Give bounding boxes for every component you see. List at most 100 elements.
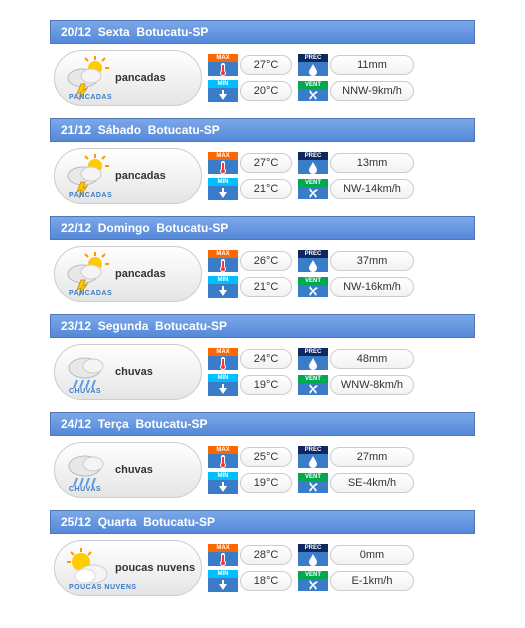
thermometer-up-icon bbox=[208, 356, 238, 370]
vent-tag: VENT bbox=[298, 179, 328, 199]
wind-row: VENT NW-16km/h bbox=[298, 277, 414, 297]
tmin-row: MIN 20°C bbox=[208, 81, 292, 101]
tmin-value: 18°C bbox=[240, 571, 292, 591]
day-body: pancadas PANCADAS MAX 26°C MIN bbox=[50, 240, 475, 304]
thermometer-up-icon bbox=[208, 454, 238, 468]
day-header: 20/12 Sexta Botucatu-SP bbox=[50, 20, 475, 44]
precip-row: PREC 13mm bbox=[298, 153, 414, 173]
prec-tag: PREC bbox=[298, 251, 328, 271]
droplet-icon bbox=[298, 356, 328, 370]
tmax-value: 24°C bbox=[240, 349, 292, 369]
prec-tag: PREC bbox=[298, 55, 328, 75]
wind-value: NW-16km/h bbox=[330, 277, 414, 297]
condition-caption: PANCADAS bbox=[69, 290, 112, 297]
condition-caption: PANCADAS bbox=[69, 192, 112, 199]
day-location: Botucatu-SP bbox=[143, 515, 215, 529]
condition-pill: pancadas PANCADAS bbox=[54, 148, 202, 204]
precip-value: 0mm bbox=[330, 545, 414, 565]
thermometer-down-icon bbox=[208, 186, 238, 200]
min-tag: MIN bbox=[208, 375, 238, 395]
droplet-icon bbox=[298, 258, 328, 272]
tmin-row: MIN 21°C bbox=[208, 277, 292, 297]
day-header: 25/12 Quarta Botucatu-SP bbox=[50, 510, 475, 534]
day-date: 23/12 bbox=[61, 319, 91, 333]
precip-wind-column: PREC 13mm VENT NW-14km/h bbox=[298, 153, 414, 199]
day-date: 24/12 bbox=[61, 417, 91, 431]
precip-wind-column: PREC 0mm VENT E-1km/h bbox=[298, 545, 414, 591]
temp-column: MAX 28°C MIN 18°C bbox=[208, 545, 292, 591]
fan-icon bbox=[298, 187, 328, 199]
tmin-row: MIN 21°C bbox=[208, 179, 292, 199]
forecast-day: 20/12 Sexta Botucatu-SP pancadas PANCADA… bbox=[50, 20, 475, 108]
condition-label: chuvas bbox=[115, 464, 153, 476]
precip-row: PREC 27mm bbox=[298, 447, 414, 467]
droplet-icon bbox=[298, 552, 328, 566]
temp-column: MAX 26°C MIN 21°C bbox=[208, 251, 292, 297]
thermometer-down-icon bbox=[208, 480, 238, 494]
precip-value: 27mm bbox=[330, 447, 414, 467]
tmax-row: MAX 28°C bbox=[208, 545, 292, 565]
day-header: 21/12 Sábado Botucatu-SP bbox=[50, 118, 475, 142]
fan-icon bbox=[298, 481, 328, 493]
vent-tag: VENT bbox=[298, 473, 328, 493]
tmin-value: 19°C bbox=[240, 473, 292, 493]
wind-value: NNW-9km/h bbox=[330, 81, 414, 101]
condition-label: pancadas bbox=[115, 268, 166, 280]
condition-label: pancadas bbox=[115, 72, 166, 84]
thermometer-up-icon bbox=[208, 258, 238, 272]
precip-wind-column: PREC 37mm VENT NW-16km/h bbox=[298, 251, 414, 297]
day-date: 21/12 bbox=[61, 123, 91, 137]
precip-value: 48mm bbox=[330, 349, 414, 369]
tmin-row: MIN 18°C bbox=[208, 571, 292, 591]
thermometer-down-icon bbox=[208, 382, 238, 396]
day-weekday: Domingo bbox=[98, 221, 150, 235]
min-tag: MIN bbox=[208, 81, 238, 101]
day-body: pancadas PANCADAS MAX 27°C MIN bbox=[50, 44, 475, 108]
min-tag: MIN bbox=[208, 571, 238, 591]
condition-pill: pancadas PANCADAS bbox=[54, 246, 202, 302]
max-tag: MAX bbox=[208, 251, 238, 271]
fan-icon bbox=[298, 89, 328, 101]
tmax-value: 27°C bbox=[240, 153, 292, 173]
day-weekday: Sexta bbox=[98, 25, 130, 39]
wind-row: VENT WNW-8km/h bbox=[298, 375, 414, 395]
temp-column: MAX 27°C MIN 21°C bbox=[208, 153, 292, 199]
thermometer-up-icon bbox=[208, 62, 238, 76]
day-location: Botucatu-SP bbox=[136, 25, 208, 39]
condition-label: pancadas bbox=[115, 170, 166, 182]
precip-row: PREC 0mm bbox=[298, 545, 414, 565]
precip-value: 13mm bbox=[330, 153, 414, 173]
temp-column: MAX 25°C MIN 19°C bbox=[208, 447, 292, 493]
prec-tag: PREC bbox=[298, 153, 328, 173]
prec-tag: PREC bbox=[298, 447, 328, 467]
forecast-day: 23/12 Segunda Botucatu-SP chuvas CHUVAS bbox=[50, 314, 475, 402]
temp-column: MAX 27°C MIN 20°C bbox=[208, 55, 292, 101]
condition-label: poucas nuvens bbox=[115, 562, 195, 574]
droplet-icon bbox=[298, 160, 328, 174]
wind-row: VENT NNW-9km/h bbox=[298, 81, 414, 101]
condition-caption: CHUVAS bbox=[69, 388, 101, 395]
min-tag: MIN bbox=[208, 473, 238, 493]
day-location: Botucatu-SP bbox=[156, 221, 228, 235]
prec-tag: PREC bbox=[298, 545, 328, 565]
day-body: chuvas CHUVAS MAX 24°C MIN bbox=[50, 338, 475, 402]
day-body: pancadas PANCADAS MAX 27°C MIN bbox=[50, 142, 475, 206]
day-weekday: Segunda bbox=[98, 319, 149, 333]
thermometer-up-icon bbox=[208, 552, 238, 566]
tmax-row: MAX 27°C bbox=[208, 55, 292, 75]
condition-pill: pancadas PANCADAS bbox=[54, 50, 202, 106]
precip-row: PREC 37mm bbox=[298, 251, 414, 271]
day-weekday: Quarta bbox=[98, 515, 137, 529]
prec-tag: PREC bbox=[298, 349, 328, 369]
thermometer-down-icon bbox=[208, 88, 238, 102]
thermometer-down-icon bbox=[208, 578, 238, 592]
condition-label: chuvas bbox=[115, 366, 153, 378]
tmax-value: 28°C bbox=[240, 545, 292, 565]
precip-row: PREC 11mm bbox=[298, 55, 414, 75]
day-body: chuvas CHUVAS MAX 25°C MIN bbox=[50, 436, 475, 500]
condition-pill: chuvas CHUVAS bbox=[54, 344, 202, 400]
precip-value: 11mm bbox=[330, 55, 414, 75]
day-date: 25/12 bbox=[61, 515, 91, 529]
forecast-day: 21/12 Sábado Botucatu-SP pancadas PANCAD… bbox=[50, 118, 475, 206]
condition-caption: POUCAS NUVENS bbox=[69, 584, 137, 591]
